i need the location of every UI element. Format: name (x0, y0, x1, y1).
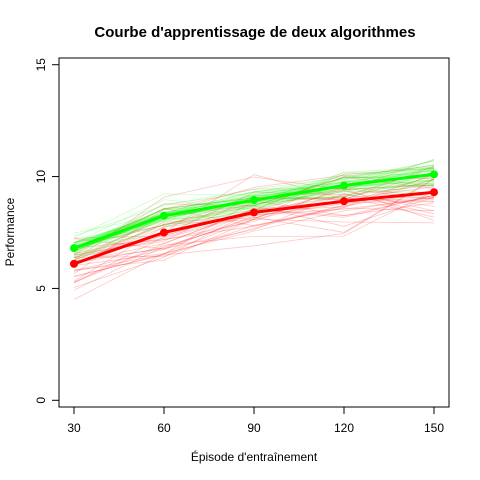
chart-title: Courbe d'apprentissage de deux algorithm… (94, 24, 415, 41)
run-line (73, 178, 435, 277)
run-line (73, 179, 435, 250)
run-line (73, 165, 435, 266)
mean-point (160, 211, 168, 220)
mean-point (160, 228, 168, 237)
run-line (73, 218, 435, 271)
x-tick-label: 150 (424, 421, 444, 435)
run-line (73, 178, 435, 278)
run-line (73, 176, 435, 261)
run-line (73, 185, 435, 265)
run-line (73, 169, 435, 247)
mean-point (340, 197, 348, 206)
x-axis: 30 60 90 120 150 (67, 406, 444, 435)
x-axis-label: Épisode d'entraînement (191, 449, 318, 464)
mean-point (250, 208, 258, 217)
run-line (73, 190, 435, 283)
y-axis: 0 5 10 15 (34, 58, 60, 404)
run-line (73, 184, 435, 248)
run-line (73, 196, 435, 261)
run-line (73, 167, 435, 244)
run-line (73, 196, 435, 266)
run-line (73, 180, 435, 252)
mean-curves (70, 170, 438, 268)
run-line (73, 187, 435, 275)
run-line (73, 177, 435, 263)
run-line (73, 182, 435, 246)
mean-point (250, 196, 258, 205)
mean-point (430, 188, 438, 197)
mean-point (70, 244, 78, 253)
y-tick-label: 0 (34, 397, 48, 404)
run-line (73, 160, 435, 244)
run-line (73, 207, 435, 258)
run-line (73, 163, 435, 249)
mean-point (430, 170, 438, 179)
y-tick-label: 15 (34, 58, 48, 72)
mean-point (340, 181, 348, 190)
x-tick-label: 120 (334, 421, 354, 435)
x-tick-label: 60 (157, 421, 171, 435)
run-line (73, 173, 435, 250)
y-axis-label: Performance (3, 197, 17, 266)
y-tick-label: 5 (34, 285, 48, 292)
run-line (73, 167, 435, 234)
x-tick-label: 90 (247, 421, 261, 435)
run-line (73, 193, 435, 262)
run-line (73, 176, 435, 255)
mean-point (70, 259, 78, 268)
run-line (73, 191, 435, 251)
run-line (73, 178, 435, 264)
run-line (73, 166, 435, 239)
y-tick-label: 10 (34, 170, 48, 184)
x-tick-label: 30 (67, 421, 81, 435)
run-line (73, 174, 435, 237)
